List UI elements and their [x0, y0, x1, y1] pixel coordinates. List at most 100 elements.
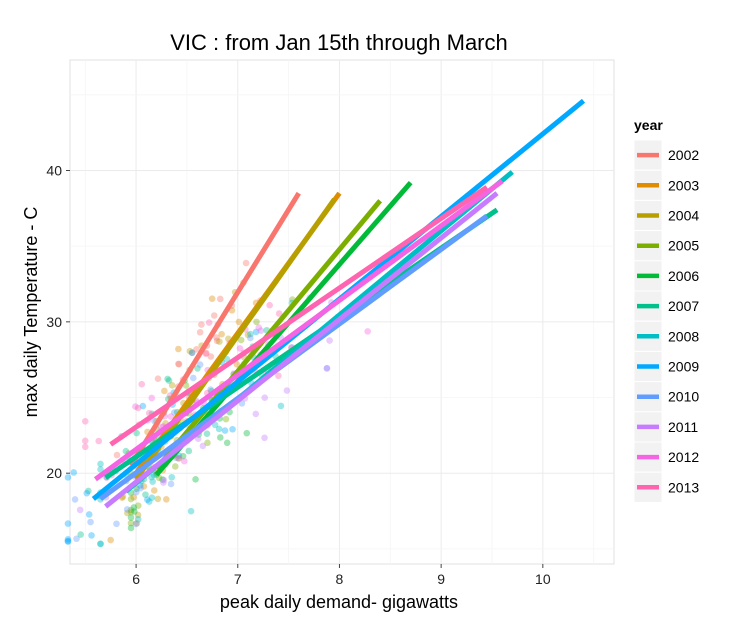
scatter-point [155, 474, 163, 482]
y-axis-ticks: 20 30 40 [46, 162, 70, 481]
scatter-point [160, 476, 168, 484]
scatter-point [81, 443, 89, 451]
fit-line-2013 [109, 185, 489, 447]
scatter-point [188, 349, 196, 356]
scatter-point [64, 520, 72, 527]
scatter-point [275, 372, 282, 380]
fit-line-2011 [104, 191, 499, 509]
scatter-point [194, 435, 202, 443]
y-tick-label: 40 [46, 162, 62, 178]
scatter-point [123, 506, 131, 513]
scatter-point [175, 345, 182, 353]
scatter-point [64, 538, 72, 545]
scatter-point [134, 511, 142, 519]
scatter-point [364, 328, 371, 335]
scatter-point [113, 451, 121, 459]
legend-label: 2010 [668, 389, 699, 405]
scatter-point [242, 259, 250, 267]
scatter-point [70, 469, 78, 476]
scatter-point [97, 460, 104, 468]
scatter-point [127, 506, 135, 514]
scatter-point [189, 374, 197, 382]
scatter-point [216, 295, 224, 303]
scatter-point [107, 536, 114, 544]
scatter-point [64, 537, 72, 545]
scatter-point [323, 365, 331, 372]
scatter-point [196, 328, 204, 336]
legend-label: 2003 [668, 177, 699, 193]
scatter-point [275, 310, 283, 317]
scatter-point [142, 491, 149, 498]
scatter-point [127, 524, 135, 532]
x-axis-ticks: 6 7 8 9 10 [132, 564, 551, 587]
chart-title: VIC : from Jan 15th through March [170, 30, 508, 55]
scatter-point [237, 336, 245, 344]
scatter-point [213, 337, 221, 345]
scatter-point [150, 487, 158, 494]
scatter-point [159, 476, 166, 483]
scatter-point [139, 402, 147, 410]
scatter-point [204, 439, 211, 447]
scatter-point [137, 484, 144, 492]
scatter-point [215, 425, 223, 433]
legend-title: year [634, 117, 663, 133]
scatter-point [132, 403, 139, 410]
scatter-point [175, 454, 183, 462]
scatter-point [179, 452, 187, 460]
scatter-point [208, 295, 216, 302]
x-tick-label: 8 [336, 571, 344, 587]
scatter-point [186, 347, 194, 355]
scatter-point [175, 360, 183, 368]
scatter-point [87, 518, 94, 526]
y-tick-label: 30 [46, 314, 62, 330]
legend-label: 2011 [668, 419, 698, 435]
scatter-point [81, 417, 89, 425]
scatter-point [175, 455, 182, 462]
scatter-point [81, 437, 89, 445]
scatter-point [252, 328, 260, 336]
scatter-point [127, 508, 135, 516]
scatter-point [133, 488, 140, 496]
scatter-point [132, 520, 140, 528]
scatter-point [247, 334, 254, 342]
scatter-point [163, 496, 170, 503]
scatter-point [164, 375, 171, 383]
scatter-point [154, 375, 162, 382]
scatter-point [127, 519, 135, 527]
scatter-point [221, 427, 229, 434]
scatter-point [253, 318, 260, 326]
scatter-point [196, 361, 204, 368]
x-tick-label: 6 [132, 571, 140, 587]
scatter-point [167, 413, 175, 420]
scatter-point [133, 520, 141, 527]
scatter-point [160, 479, 167, 486]
scatter-point [154, 495, 162, 503]
legend-label: 2008 [668, 328, 699, 344]
scatter-point [252, 410, 260, 418]
scatter-point [218, 330, 225, 338]
scatter-point [77, 531, 84, 538]
scatter-point [97, 540, 104, 548]
scatter-point [223, 439, 231, 447]
legend-label: 2006 [668, 268, 699, 284]
y-tick-label: 20 [46, 465, 62, 481]
scatter-point [145, 498, 153, 505]
scatter-point [149, 478, 156, 485]
scatter-point [198, 321, 205, 328]
x-tick-label: 7 [234, 571, 242, 587]
scatter-point [97, 540, 104, 547]
scatter-point [244, 331, 252, 339]
scatter-point [148, 494, 156, 501]
scatter-point [257, 327, 265, 335]
scatter-point [138, 380, 146, 388]
scatter-point [131, 508, 138, 515]
scatter-point [326, 337, 333, 344]
scatter-point [202, 349, 210, 357]
scatter-point [124, 509, 131, 517]
scatter-point [171, 463, 179, 470]
scatter-point [222, 415, 230, 423]
fit-line-2012 [93, 179, 504, 482]
scatter-point [85, 511, 93, 518]
scatter-point [277, 402, 285, 410]
scatter-point [213, 334, 220, 341]
